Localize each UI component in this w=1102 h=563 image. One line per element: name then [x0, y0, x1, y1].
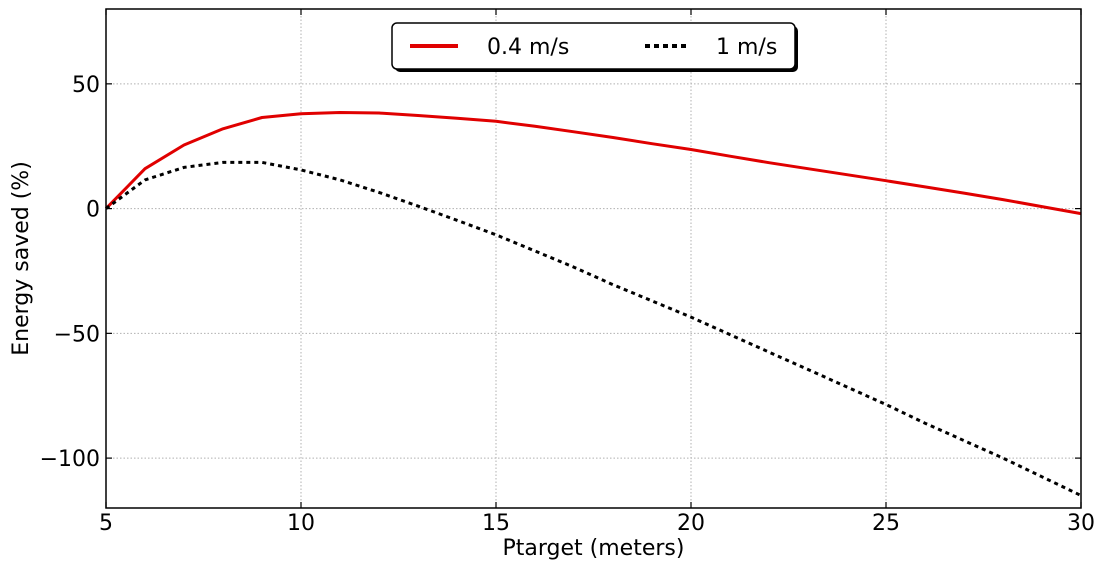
x-tick-label: 15 — [482, 511, 510, 536]
series-line-1 — [105, 160, 1082, 497]
x-tick-label: 5 — [99, 511, 113, 536]
x-tick-label: 20 — [677, 511, 705, 536]
y-tick-label: −100 — [40, 447, 100, 472]
axis-ticks: 5 10 15 20 25 30 50 0 −50 −100 — [40, 9, 1095, 536]
y-axis-label: Energy saved (%) — [9, 161, 34, 356]
grid — [106, 9, 1081, 508]
x-axis-label: Ptarget (meters) — [503, 536, 685, 561]
x-tick-label: 30 — [1067, 511, 1095, 536]
y-tick-label: −50 — [54, 322, 100, 347]
y-tick-label: 50 — [72, 73, 100, 98]
legend-label-0-4-ms: 0.4 m/s — [487, 35, 569, 60]
series-lines — [104, 111, 1082, 497]
plot-frame — [105, 8, 1082, 509]
legend: 0.4 m/s 1 m/s — [391, 22, 798, 72]
series-line-0 — [104, 111, 1082, 216]
legend-box — [391, 22, 796, 70]
legend-label-1-ms: 1 m/s — [716, 35, 777, 60]
y-tick-label: 0 — [86, 198, 100, 223]
x-tick-label: 25 — [872, 511, 900, 536]
x-tick-label: 10 — [287, 511, 315, 536]
